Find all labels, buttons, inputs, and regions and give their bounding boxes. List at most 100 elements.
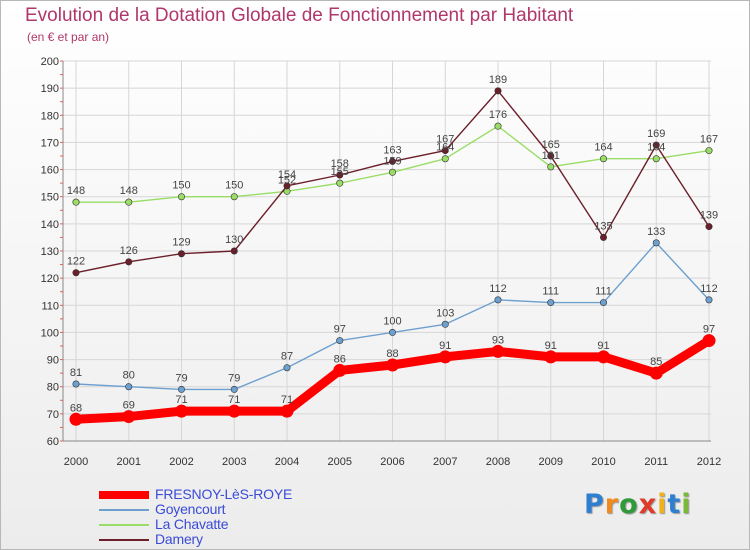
point-fresnoy-2003: [227, 404, 241, 418]
point-fresnoy-2004: [280, 404, 294, 418]
point-damery-2002: [178, 250, 186, 258]
data-label-goyencourt-2008: 112: [489, 283, 507, 295]
data-label-chavatte-2007: 164: [436, 142, 454, 154]
data-label-goyencourt-2005: 97: [334, 324, 346, 336]
data-label-damery-2008: 189: [489, 74, 507, 86]
data-label-goyencourt-2002: 79: [175, 372, 187, 384]
point-goyencourt-2010: [599, 299, 607, 307]
data-label-fresnoy-2009: 91: [545, 340, 557, 352]
data-label-chavatte-2009: 161: [542, 150, 560, 162]
point-goyencourt-2003: [230, 385, 238, 393]
point-chavatte-2012: [705, 147, 713, 155]
data-label-goyencourt-2004: 87: [281, 351, 293, 363]
point-chavatte-2006: [388, 168, 396, 176]
point-fresnoy-2010: [597, 350, 610, 364]
legend-item-goyencourt[interactable]: Goyencourt: [99, 501, 359, 517]
data-label-chavatte-2012: 167: [700, 134, 718, 146]
data-label-fresnoy-2003: 71: [228, 394, 240, 406]
data-label-damery-2002: 129: [172, 237, 190, 249]
data-label-chavatte-2010: 164: [594, 142, 612, 154]
data-label-goyencourt-2001: 80: [123, 370, 135, 382]
logo-letter: x: [638, 489, 658, 520]
point-fresnoy-2009: [544, 350, 558, 364]
data-label-chavatte-2003: 150: [225, 180, 243, 192]
x-tick-label-2010: 2010: [591, 456, 615, 468]
data-label-chavatte-2004: 152: [278, 174, 296, 186]
data-label-fresnoy-2002: 71: [175, 394, 187, 406]
data-label-chavatte-2001: 148: [120, 185, 138, 197]
point-damery-2007: [441, 147, 449, 155]
data-label-goyencourt-2006: 100: [383, 315, 401, 327]
data-label-damery-2007: 167: [436, 134, 454, 146]
logo-letter: r: [604, 489, 620, 520]
x-tick-label-2002: 2002: [169, 456, 193, 468]
y-tick-label-130: 130: [41, 246, 59, 258]
grid: [63, 60, 711, 442]
point-fresnoy-2000: [69, 412, 83, 426]
point-fresnoy-2011: [649, 366, 663, 380]
point-fresnoy-2001: [122, 410, 136, 424]
y-tick-label-110: 110: [41, 300, 59, 312]
data-label-damery-2011: 169: [647, 128, 665, 140]
x-tick-label-2001: 2001: [117, 456, 141, 468]
point-damery-2000: [72, 269, 80, 277]
axes: 60 70 80 90 100 110 120 130 140 150 160 170 180 190 20…: [41, 56, 722, 468]
y-tick-label-80: 80: [47, 382, 59, 394]
point-goyencourt-2002: [178, 385, 186, 393]
logo-letter: P: [584, 489, 605, 520]
data-label-damery-2003: 130: [225, 234, 243, 246]
data-label-goyencourt-2007: 103: [436, 307, 454, 319]
point-damery-2008: [494, 87, 502, 95]
point-fresnoy-2008: [491, 344, 505, 358]
legend-item-fresnoy[interactable]: FRESNOY-LèS-ROYE: [99, 486, 359, 502]
data-label-chavatte-2000: 148: [67, 185, 85, 197]
data-label-damery-2010: 135: [594, 220, 612, 232]
data-label-chavatte-2011: 164: [647, 142, 665, 154]
y-tick-label-170: 170: [41, 137, 59, 149]
data-label-damery-2004: 154: [278, 169, 296, 181]
y-tick-label-200: 200: [41, 56, 59, 68]
point-goyencourt-2007: [441, 320, 449, 328]
data-label-fresnoy-2010: 91: [597, 340, 609, 352]
legend-label-damery: Damery: [155, 531, 203, 547]
data-label-damery-2006: 163: [383, 144, 401, 156]
data-label-damery-2012: 139: [700, 210, 718, 222]
legend-item-damery[interactable]: Damery: [99, 531, 359, 547]
x-tick-label-2006: 2006: [380, 456, 404, 468]
point-chavatte-2007: [441, 155, 449, 163]
legend-label-fresnoy: FRESNOY-LèS-ROYE: [155, 486, 293, 502]
point-chavatte-2003: [230, 193, 238, 201]
x-tick-label-2005: 2005: [328, 456, 352, 468]
data-label-fresnoy-2001: 69: [123, 400, 135, 412]
y-tick-label-180: 180: [41, 110, 59, 122]
data-label-damery-2000: 122: [67, 256, 85, 268]
data-label-fresnoy-2011: 85: [650, 356, 662, 368]
data-label-fresnoy-2004: 71: [281, 394, 293, 406]
legend: FRESNOY-LèS-ROYE Goyencourt La Chavatte …: [99, 486, 359, 547]
data-label-goyencourt-2011: 133: [647, 226, 665, 238]
data-label-goyencourt-2009: 111: [542, 286, 559, 298]
point-damery-2006: [388, 157, 396, 165]
point-damery-2003: [230, 247, 238, 255]
point-damery-2004: [283, 182, 291, 190]
y-tick-label-90: 90: [47, 355, 59, 367]
y-tick-label-160: 160: [41, 165, 59, 177]
point-chavatte-2009: [547, 163, 555, 171]
data-label-chavatte-2008: 176: [489, 109, 507, 121]
point-chavatte-2001: [125, 198, 133, 206]
y-tick-label-100: 100: [41, 327, 59, 339]
data-label-fresnoy-2006: 88: [386, 348, 398, 360]
x-tick-label-2007: 2007: [433, 456, 457, 468]
data-label-damery-2001: 126: [120, 245, 138, 257]
x-tick-label-2012: 2012: [697, 456, 721, 468]
legend-label-goyencourt: Goyencourt: [155, 501, 226, 517]
data-label-fresnoy-2012: 97: [703, 324, 715, 336]
data-label-fresnoy-2000: 68: [70, 402, 82, 414]
legend-item-chavatte[interactable]: La Chavatte: [99, 516, 359, 532]
data-label-chavatte-2006: 159: [383, 155, 401, 167]
logo-letter: i: [657, 489, 668, 520]
legend-swatch-damery: [99, 539, 149, 541]
y-tick-label-140: 140: [41, 219, 59, 231]
